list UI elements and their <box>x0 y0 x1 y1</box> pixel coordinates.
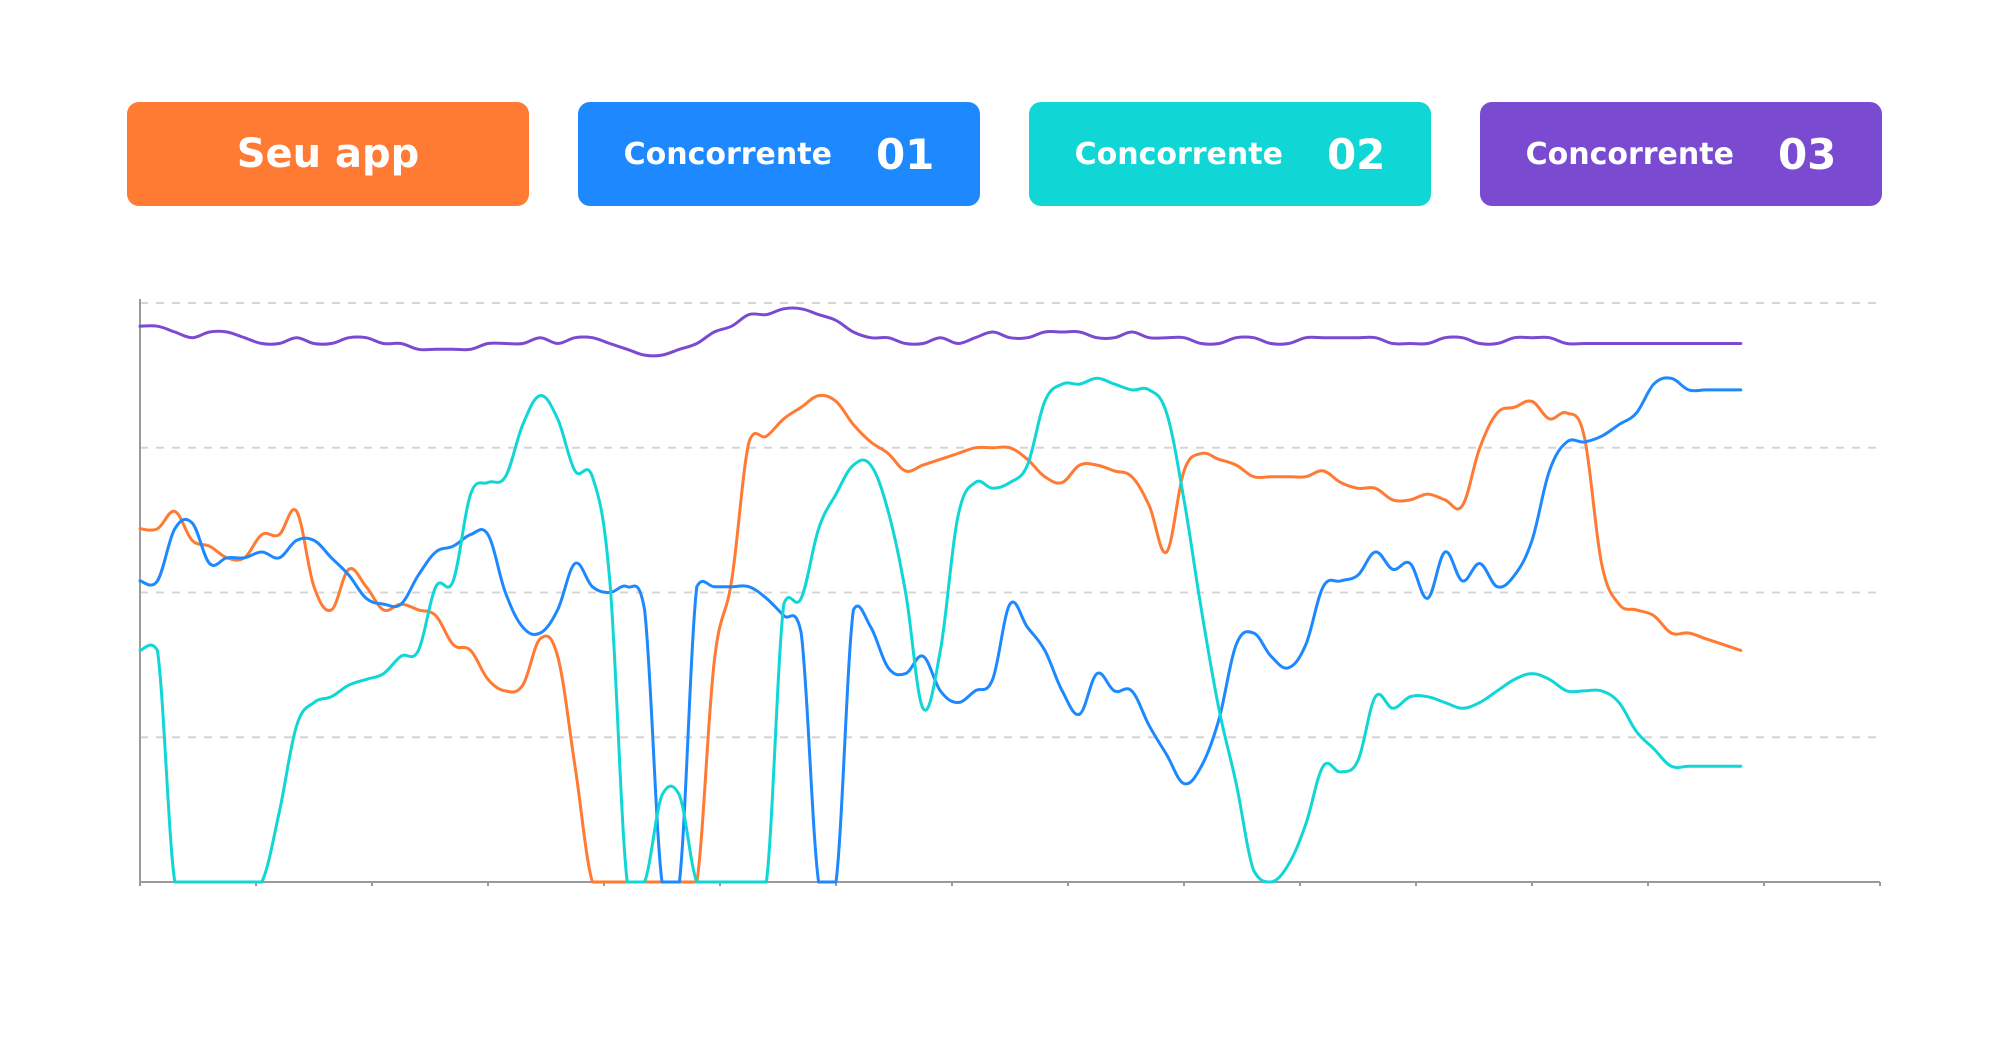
chart-series <box>138 306 1743 884</box>
legend-number: 01 <box>875 129 935 179</box>
series-line-1 <box>138 376 1743 884</box>
legend-number: 02 <box>1326 129 1386 179</box>
legend-label: Concorrente <box>1525 136 1734 172</box>
series-line-0 <box>138 393 1743 884</box>
legend-button-concorrente-01[interactable]: Concorrente 01 <box>578 102 980 206</box>
series-line-2 <box>138 376 1743 884</box>
legend-number: 03 <box>1777 129 1837 179</box>
chart-grid <box>140 302 1880 739</box>
series-line-3 <box>138 306 1743 358</box>
legend-label: Concorrente <box>623 136 832 172</box>
legend-label: Concorrente <box>1074 136 1283 172</box>
legend-label: Seu app <box>236 131 420 177</box>
legend-button-concorrente-03[interactable]: Concorrente 03 <box>1480 102 1882 206</box>
legend-button-concorrente-02[interactable]: Concorrente 02 <box>1029 102 1431 206</box>
legend-button-seu-app[interactable]: Seu app <box>127 102 529 206</box>
